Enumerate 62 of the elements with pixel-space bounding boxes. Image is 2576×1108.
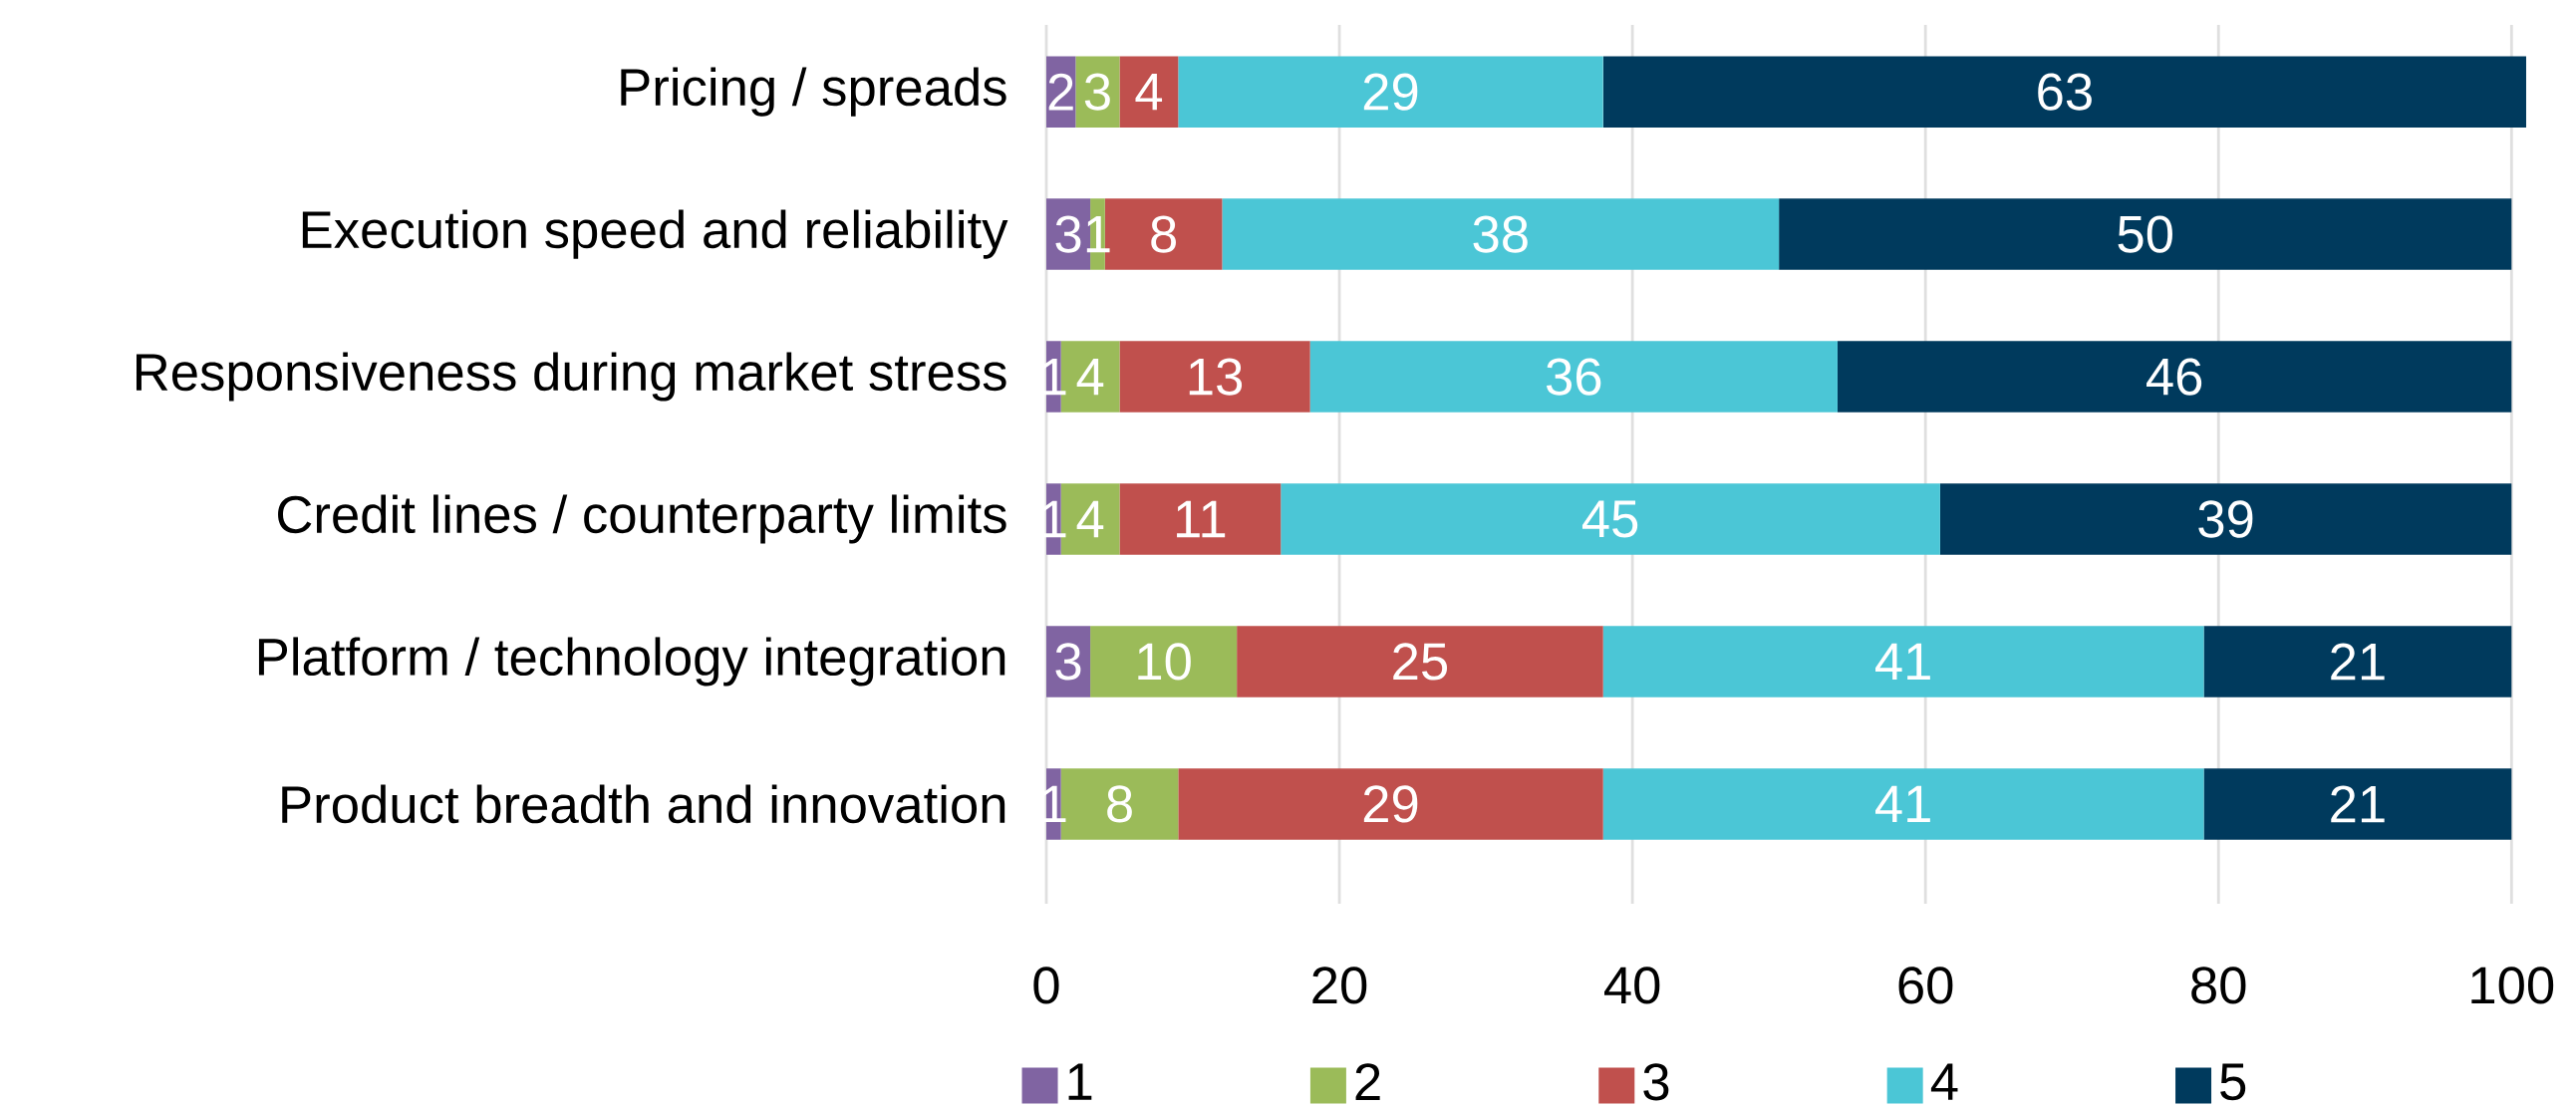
data-label: 8 [1107, 785, 1132, 823]
data-label: 4 [1076, 500, 1104, 538]
x-tick-label: 60 [1898, 967, 1953, 1004]
data-label: 10 [1138, 643, 1191, 681]
bar [1178, 56, 1603, 128]
bar [1090, 626, 1238, 697]
bar [1602, 768, 2204, 840]
y-tick-label: Pricing / spreads [621, 67, 1006, 117]
y-tick-label: Product breadth and innovation [282, 784, 1005, 824]
data-label: 45 [1581, 500, 1638, 538]
y-tick-label: Responsiveness during market stress [136, 352, 1006, 402]
data-label: 2 [1048, 73, 1073, 111]
data-label: 63 [2038, 73, 2092, 111]
bar [1309, 341, 1838, 413]
data-label: 13 [1189, 358, 1243, 396]
bar [1602, 56, 2526, 128]
x-tick-label: 100 [2471, 967, 2554, 1004]
x-tick-label: 0 [1033, 967, 1059, 1004]
data-label: 21 [2331, 643, 2385, 681]
bar [1222, 198, 1780, 270]
data-label: 50 [2118, 215, 2172, 253]
data-label: 21 [2331, 785, 2385, 823]
x-tick-label: 20 [1312, 967, 1367, 1004]
bar [1075, 56, 1120, 128]
x-tick-label: 40 [1604, 967, 1660, 1004]
data-label: 41 [1875, 643, 1930, 681]
legend-label: 4 [1930, 1063, 1958, 1100]
data-label: 46 [2147, 358, 2202, 396]
y-tick-label: Execution speed and reliability [302, 209, 1008, 259]
legend-label: 2 [1355, 1063, 1380, 1101]
data-label: 29 [1363, 785, 1418, 823]
x-tick-label: 80 [2191, 967, 2246, 1004]
data-label: 36 [1546, 358, 1601, 396]
bar [1119, 341, 1310, 413]
legend-label: 1 [1068, 1063, 1092, 1100]
bar [1779, 198, 2512, 270]
bar [1119, 483, 1282, 555]
data-label: 29 [1363, 73, 1418, 111]
data-label: 39 [2198, 500, 2253, 538]
y-tick-label: Credit lines / counterparty limits [278, 494, 1006, 544]
data-label: 3 [1055, 215, 1081, 253]
bar [1281, 483, 1940, 555]
legend-label: 5 [2220, 1063, 2246, 1101]
data-label: 3 [1084, 73, 1110, 111]
bar [1119, 56, 1179, 128]
data-label: 25 [1393, 643, 1448, 681]
bar [1837, 341, 2512, 413]
data-label: 3 [1055, 643, 1081, 681]
data-label: 4 [1076, 358, 1104, 396]
bar [2203, 626, 2512, 697]
bar [2203, 768, 2512, 840]
bar [1178, 768, 1603, 840]
legend-label: 3 [1643, 1063, 1669, 1101]
data-label: 41 [1875, 785, 1930, 823]
bar [1602, 626, 2204, 697]
data-label: 8 [1151, 215, 1176, 253]
data-label: 11 [1177, 500, 1226, 538]
bar [1939, 483, 2512, 555]
y-tick-label: Platform / technology integration [258, 637, 1005, 687]
bar [1237, 626, 1603, 697]
data-label: 38 [1473, 215, 1528, 253]
data-label: 4 [1135, 74, 1163, 111]
